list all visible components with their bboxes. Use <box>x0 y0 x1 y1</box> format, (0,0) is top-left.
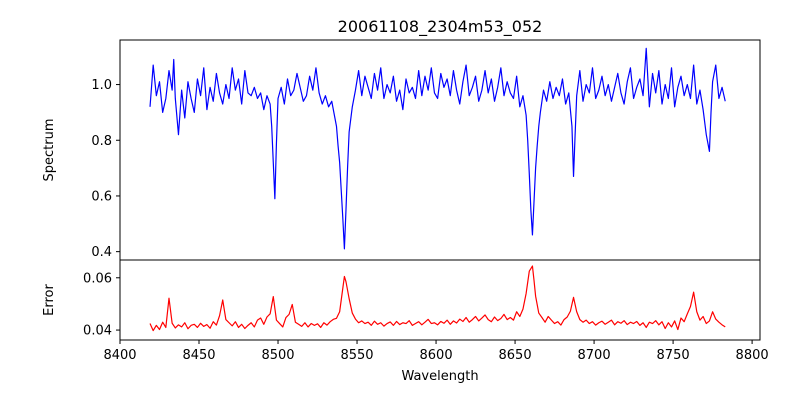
spectrum-y-ticks: 0.4 0.6 0.8 1.0 <box>91 78 120 260</box>
error-series <box>149 265 726 332</box>
spectrum-series <box>149 47 726 250</box>
chart-title: 20061108_2304m53_052 <box>338 17 543 37</box>
spectrum-panel: 0.4 0.6 0.8 1.0 Spectrum <box>42 39 761 261</box>
x-tick-label: 8400 <box>103 348 136 363</box>
x-tick-label: 8700 <box>578 348 611 363</box>
error-y-tick-label: 0.04 <box>83 324 112 339</box>
error-axes-frame <box>119 259 761 341</box>
spectrum-y-tick-label: 0.6 <box>91 189 112 204</box>
x-tick-label: 8650 <box>499 348 532 363</box>
x-axis-label: Wavelength <box>401 369 478 384</box>
spectrum-series-line <box>149 47 726 250</box>
error-y-ticks: 0.04 0.06 <box>83 271 120 339</box>
x-tick-label: 8550 <box>340 348 373 363</box>
x-tick-label: 8500 <box>261 348 294 363</box>
x-tick-label: 8450 <box>182 348 215 363</box>
x-tick-label: 8600 <box>420 348 453 363</box>
error-panel: 0.04 0.06 Error <box>42 259 761 341</box>
x-tick-label: 8800 <box>736 348 769 363</box>
error-series-line <box>149 265 726 332</box>
spectrum-y-tick-label: 0.8 <box>91 134 112 149</box>
error-y-axis-label: Error <box>42 284 57 316</box>
spectrum-y-axis-label: Spectrum <box>42 119 57 182</box>
spectrum-y-tick-label: 0.4 <box>91 245 112 260</box>
x-axis-ticks: 8400 8450 8500 8550 8600 8650 8700 8750 8800 <box>103 340 769 363</box>
spectrum-y-tick-label: 1.0 <box>91 78 112 93</box>
x-tick-label: 8750 <box>657 348 690 363</box>
error-y-tick-label: 0.06 <box>83 271 112 286</box>
